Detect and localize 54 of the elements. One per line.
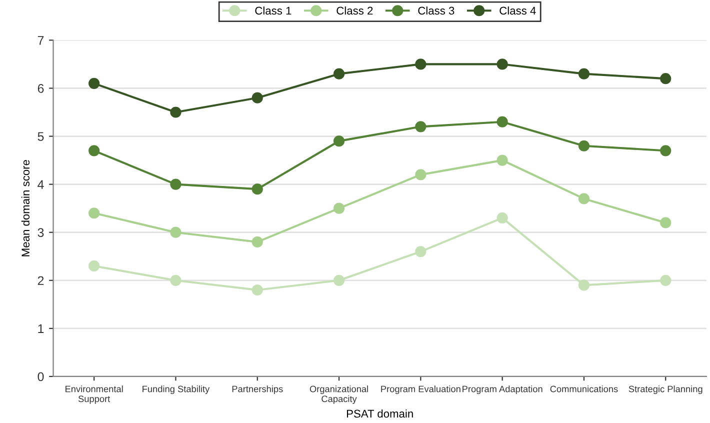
point (170, 226, 182, 238)
point (496, 58, 508, 70)
x-tick-label: Strategic Planning (628, 386, 702, 394)
legend-label: Class 4 (500, 6, 536, 15)
point (170, 274, 182, 286)
point (333, 202, 345, 214)
point (88, 208, 100, 219)
point (415, 169, 426, 180)
x-axis-title: PSAT domain (346, 409, 413, 418)
point (252, 92, 263, 104)
x-tick-label: Program Evaluation (381, 386, 460, 394)
x-tick-label: Funding Stability (142, 386, 210, 394)
y-tick-label: 6 (38, 84, 44, 93)
y-tick-label: 0 (38, 372, 44, 382)
point (88, 78, 100, 89)
point (170, 106, 182, 118)
point (578, 68, 590, 80)
y-tick-label: 2 (38, 276, 44, 285)
x-tick-label: Program Adaptation (462, 386, 542, 394)
point (415, 58, 426, 70)
point (333, 68, 345, 80)
point (660, 73, 672, 84)
point (660, 145, 672, 156)
legend-label: Class 2 (336, 6, 373, 15)
x-tick-label: Environmental Support (66, 386, 123, 404)
point (578, 140, 590, 152)
legend-label: Class 1 (255, 6, 292, 15)
point (578, 193, 590, 204)
point (496, 116, 508, 128)
point (333, 136, 345, 147)
point (496, 212, 508, 224)
x-tick-label: Communications (550, 386, 618, 392)
point (88, 145, 100, 156)
point (578, 280, 590, 291)
y-tick-label: 4 (38, 180, 44, 189)
point (252, 284, 263, 296)
point (170, 178, 182, 190)
y-tick-label: 7 (38, 36, 44, 45)
point (252, 236, 263, 248)
point (496, 154, 508, 166)
x-tick-label: Organizational Capacity (310, 386, 368, 404)
y-tick-label: 1 (38, 324, 44, 333)
point (88, 260, 100, 272)
point (660, 274, 672, 286)
legend-label: Class 3 (418, 6, 454, 15)
y-tick-label: 3 (38, 228, 44, 237)
point (333, 274, 345, 286)
point (660, 217, 672, 228)
y-axis-title: Mean domain score (21, 160, 30, 256)
point (415, 121, 426, 132)
x-tick-label: Partnerships (232, 386, 283, 394)
point (415, 246, 426, 258)
y-tick-label: 5 (38, 132, 44, 141)
point (252, 184, 263, 195)
